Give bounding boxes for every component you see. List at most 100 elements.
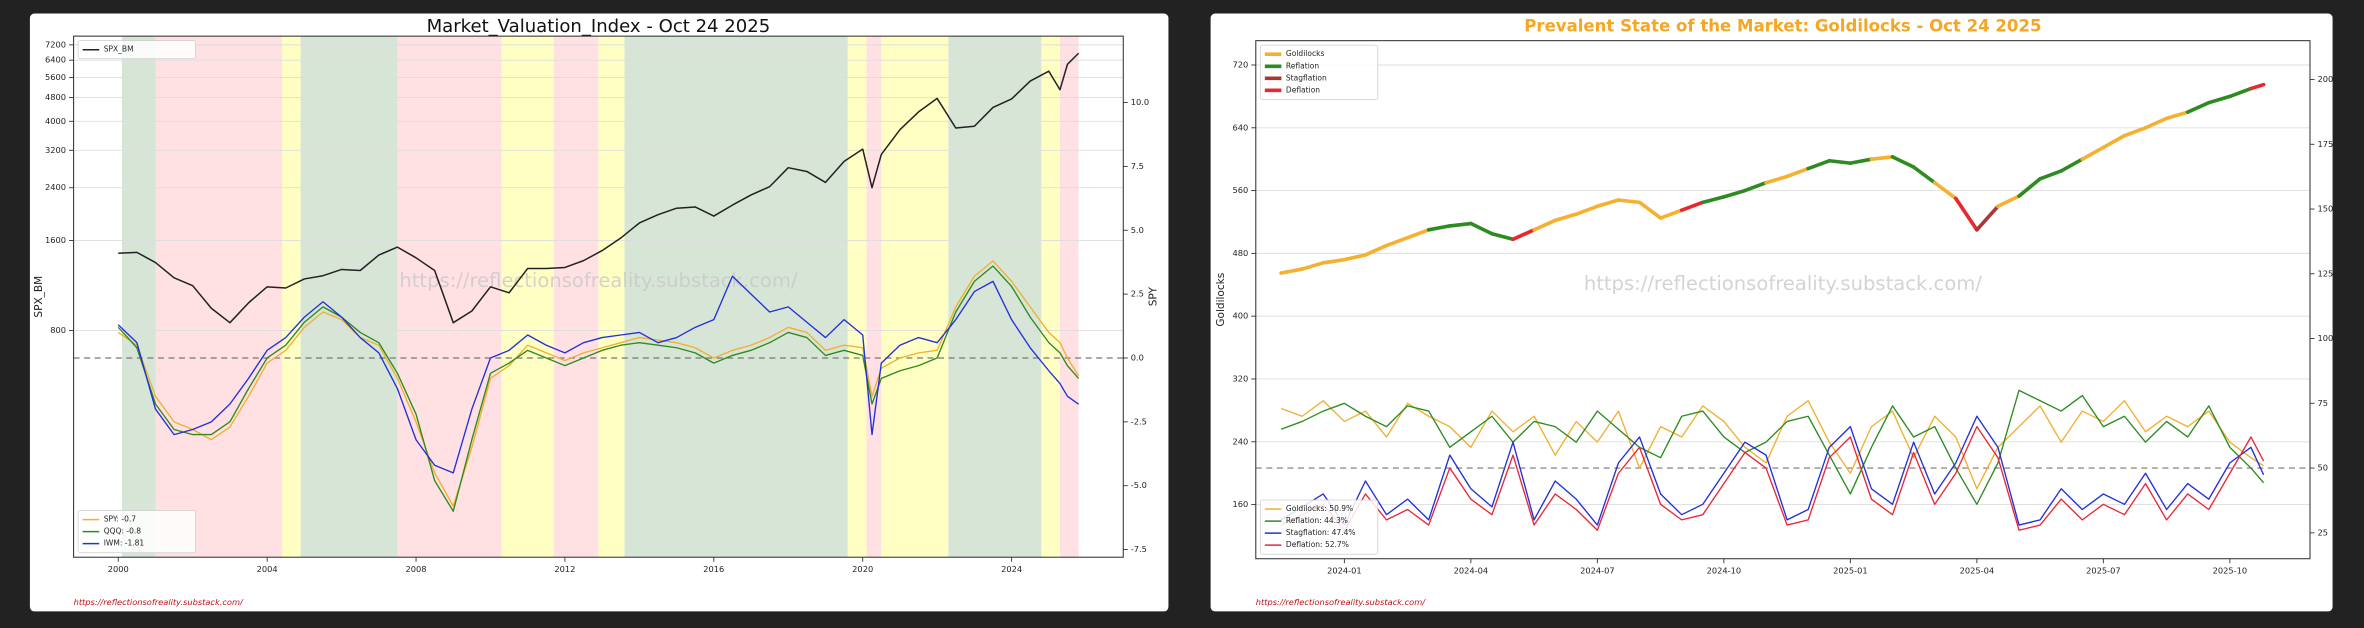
legend-box	[1259, 44, 1379, 100]
regime-band	[300, 36, 398, 558]
regime-band	[553, 36, 599, 558]
legend-box	[77, 510, 196, 554]
price-segment	[2249, 82, 2266, 91]
watermark: https://reflectionsofreality.substack.co…	[1584, 272, 1983, 295]
price-segment	[1658, 208, 1684, 220]
x-tick-label: 2024-10	[1707, 565, 1742, 575]
price-segment	[1764, 174, 1789, 185]
legend-box	[1259, 499, 1379, 555]
price-segment	[2185, 100, 2211, 114]
y2-tick-label: -7.5	[1131, 544, 1147, 554]
price-segment	[1469, 221, 1494, 236]
price-segment	[1953, 196, 1979, 232]
x-tick-label: 2020	[852, 564, 873, 574]
regime-band	[121, 36, 156, 558]
footer-link: https://reflectionsofreality.substack.co…	[74, 597, 244, 607]
legend-label: SPX_BM	[104, 45, 134, 54]
legend-box	[77, 40, 196, 60]
y-tick-label: 400	[1232, 311, 1248, 321]
y-tick-label: 480	[1232, 248, 1248, 258]
price-segment	[1722, 188, 1747, 199]
series-line	[117, 265, 1080, 512]
price-segment	[1806, 158, 1832, 171]
series-line	[117, 260, 1080, 507]
price-segment	[1932, 180, 1958, 201]
regime-band	[598, 36, 625, 558]
price-segment	[1405, 228, 1431, 240]
price-segment	[2143, 116, 2169, 130]
legend-label: SPY: -0.7	[104, 515, 137, 524]
regime-band	[397, 36, 502, 558]
y2-tick-label: 5.0	[1131, 225, 1144, 235]
watermark: https://reflectionsofreality.substack.co…	[399, 269, 798, 292]
series-line	[117, 275, 1079, 474]
x-tick-label: 2016	[703, 564, 724, 574]
regime-band	[881, 36, 949, 558]
legend-label: QQQ: -0.8	[104, 527, 142, 536]
regime-band	[847, 36, 867, 558]
y2-tick-label: 125	[2318, 268, 2334, 278]
y-tick-label: 320	[1232, 373, 1248, 383]
y2-axis-label: SPY	[1147, 287, 1159, 307]
legend-label: Reflation: 44.3%	[1286, 516, 1348, 525]
y-tick-label: 7200	[45, 39, 66, 49]
y2-tick-label: 25	[2318, 527, 2329, 537]
price-segment	[1490, 231, 1515, 242]
y2-tick-label: 0.0	[1131, 352, 1144, 362]
price-segment	[1511, 228, 1536, 242]
price-segment	[1321, 257, 1347, 265]
y2-axis-label: Goldilocks	[2334, 273, 2346, 327]
x-tick-label: 2012	[554, 564, 575, 574]
y2-tick-label: 175	[2318, 139, 2334, 149]
y2-tick-label: 150	[2318, 204, 2334, 214]
y2-tick-label: 200	[2318, 74, 2334, 84]
price-segment	[1785, 166, 1811, 179]
regime-band	[1059, 36, 1079, 558]
price-segment	[1743, 180, 1768, 193]
regime-band	[282, 36, 301, 558]
y-tick-label: 720	[1232, 59, 1248, 69]
legend-label: Stagflation: 47.4%	[1286, 528, 1356, 537]
price-segment	[2228, 86, 2253, 99]
x-tick-label: 2008	[406, 564, 427, 574]
price-segment	[2206, 94, 2232, 105]
price-segment	[1975, 204, 2000, 232]
price-segment	[1996, 194, 2021, 209]
regime-band	[1041, 36, 1060, 558]
x-tick-label: 2024-04	[1454, 565, 1489, 575]
y-tick-label: 4800	[45, 92, 66, 102]
x-tick-label: 2025-04	[1960, 565, 1995, 575]
price-segment	[1827, 158, 1853, 165]
y2-tick-label: 10.0	[1131, 97, 1149, 107]
price-segment	[1595, 198, 1621, 209]
price-segment	[1384, 235, 1410, 248]
series-line	[1280, 389, 2265, 506]
price-segment	[1848, 157, 1874, 165]
x-tick-label: 2025-10	[2213, 565, 2248, 575]
chart-title: Prevalent State of the Market: Goldilock…	[1524, 17, 2041, 36]
price-segment	[1679, 200, 1705, 213]
price-segment	[1574, 204, 1600, 216]
plot-frame	[1255, 40, 2311, 560]
y2-tick-label: 100	[2318, 333, 2334, 343]
price-segment	[1426, 224, 1452, 232]
price-segment	[2080, 145, 2106, 161]
legend-label: Goldilocks: 50.9%	[1286, 504, 1353, 513]
price-segment	[1637, 200, 1663, 220]
x-tick-label: 2024-07	[1580, 565, 1615, 575]
plot-frame	[73, 35, 1124, 558]
y-tick-label: 4000	[45, 116, 66, 126]
price-segment	[1890, 155, 1916, 169]
legend-label: IWM: -1.81	[104, 539, 145, 548]
price-segment	[1279, 267, 1304, 275]
y2-tick-label: 50	[2318, 463, 2329, 473]
price-segment	[2017, 177, 2042, 198]
price-segment	[1700, 195, 1726, 205]
y-tick-label: 560	[1232, 185, 1248, 195]
regime-band	[155, 36, 283, 558]
series-line	[1280, 415, 2265, 526]
legend-label: Deflation	[1286, 85, 1320, 94]
regime-band	[866, 36, 882, 558]
price-segment	[1447, 221, 1473, 228]
